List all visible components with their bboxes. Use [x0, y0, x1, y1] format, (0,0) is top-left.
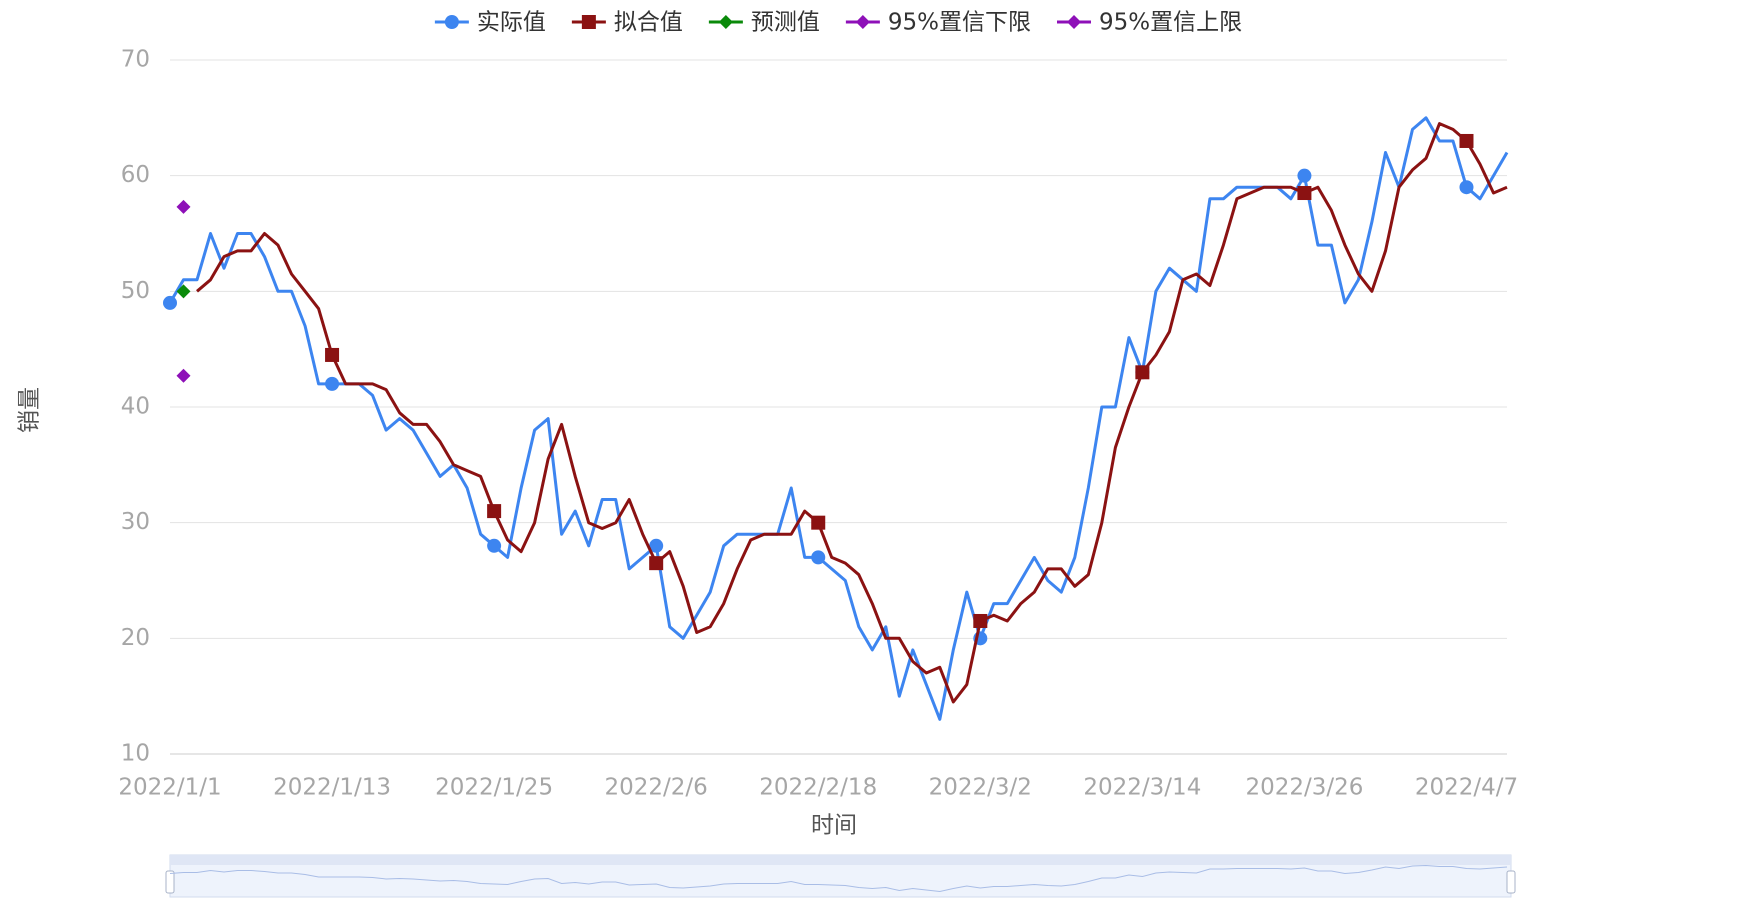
legend-label: 拟合值: [614, 10, 683, 36]
x-tick-label: 2022/1/25: [435, 775, 553, 801]
point: [325, 347, 340, 362]
point: [487, 504, 502, 519]
zoom-handle-right[interactable]: [1506, 870, 1516, 894]
legend: 实际值 拟合值 预测值 95%置信下限 95%置信上限: [434, 10, 1242, 36]
x-axis-title: 时间: [811, 813, 857, 839]
y-tick-label: 20: [121, 625, 150, 651]
legend-label: 预测值: [751, 10, 820, 36]
point: [1135, 365, 1150, 380]
legend-icon: [718, 15, 733, 29]
y-tick-label: 30: [121, 509, 150, 535]
x-tick-label: 2022/4/7: [1415, 775, 1518, 801]
zoom-bar[interactable]: [170, 855, 1511, 865]
point: [1459, 180, 1474, 195]
legend-item[interactable]: 预测值: [708, 10, 820, 36]
point: [325, 376, 340, 391]
x-tick-label: 2022/3/2: [929, 775, 1032, 801]
point: [1297, 168, 1312, 183]
x-tick-label: 2022/3/14: [1083, 775, 1201, 801]
zoom-preview: [169, 864, 1508, 893]
x-tick-label: 2022/3/26: [1245, 775, 1363, 801]
point: [1297, 186, 1312, 201]
zoom-slider[interactable]: [165, 854, 1516, 898]
point: [649, 556, 664, 571]
point: [811, 550, 826, 565]
x-tick-label: 2022/2/18: [759, 775, 877, 801]
point: [1459, 133, 1474, 148]
y-axis-title: 销量: [17, 387, 43, 433]
y-tick-label: 70: [121, 47, 150, 73]
point: [176, 368, 191, 383]
point: [973, 613, 988, 628]
point: [811, 515, 826, 530]
series-line: [168, 116, 1509, 721]
point: [176, 199, 191, 214]
legend-icon: [855, 15, 870, 29]
y-tick-label: 40: [121, 394, 150, 420]
legend-icon: [1067, 15, 1081, 29]
series-line: [196, 122, 1508, 704]
legend-item[interactable]: 实际值: [434, 10, 546, 36]
point: [176, 284, 191, 299]
legend-label: 实际值: [477, 10, 546, 36]
point: [649, 538, 664, 553]
legend-item[interactable]: 拟合值: [571, 10, 683, 36]
legend-label: 95%置信下限: [888, 10, 1031, 36]
x-tick-label: 2022/2/6: [605, 775, 708, 801]
y-tick-label: 60: [121, 162, 150, 188]
zoom-handle-left[interactable]: [165, 870, 175, 894]
legend-label: 95%置信上限: [1099, 10, 1242, 36]
legend-item[interactable]: 95%置信下限: [845, 10, 1031, 36]
x-tick-label: 2022/1/1: [118, 775, 221, 801]
legend-icon: [444, 15, 459, 29]
legend-icon: [581, 15, 596, 29]
y-tick-label: 10: [121, 741, 150, 767]
legend-item[interactable]: 95%置信上限: [1057, 10, 1242, 36]
point: [487, 538, 502, 553]
point: [163, 295, 177, 310]
x-tick-label: 2022/1/13: [273, 775, 391, 801]
y-tick-label: 50: [121, 278, 150, 304]
